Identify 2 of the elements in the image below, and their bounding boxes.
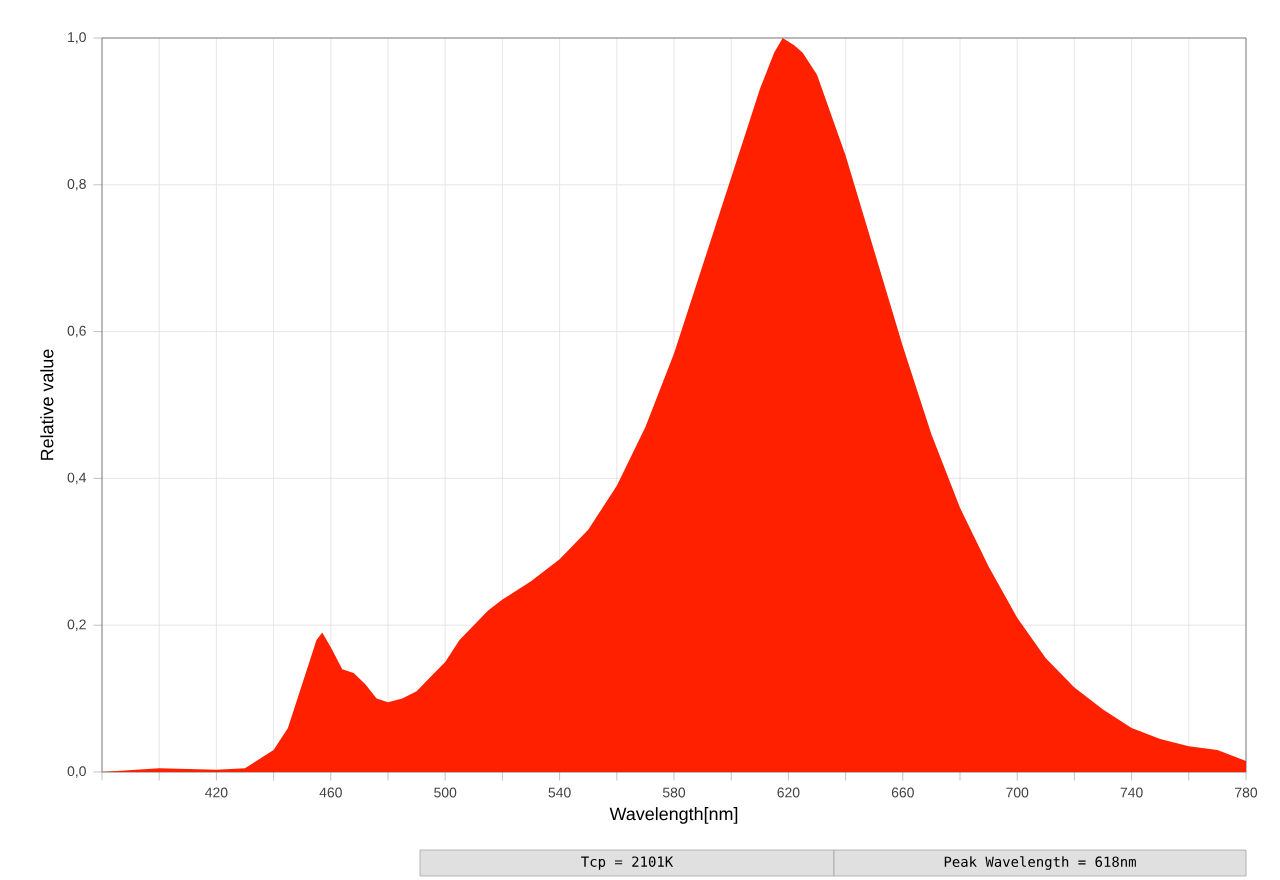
x-axis-title: Wavelength[nm] bbox=[609, 807, 738, 824]
y-axis-title: Relative value bbox=[40, 349, 54, 460]
